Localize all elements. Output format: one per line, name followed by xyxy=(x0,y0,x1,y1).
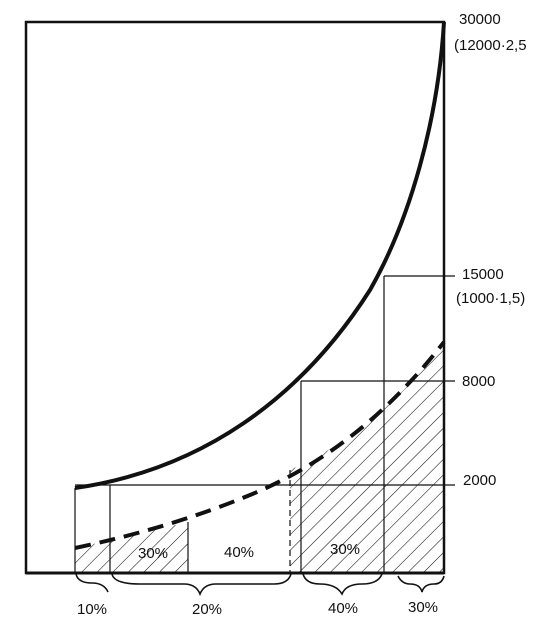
inner-label-40: 40% xyxy=(224,544,254,561)
label-2000: 2000 xyxy=(463,472,496,489)
label-30000-note: (12000·2,5 xyxy=(454,37,527,54)
brace-30 xyxy=(397,575,445,593)
label-30000: 30000 xyxy=(459,11,501,28)
inner-label-30-right: 30% xyxy=(330,541,360,558)
bottom-label-30: 30% xyxy=(408,599,438,616)
label-8000: 8000 xyxy=(462,373,495,390)
hatched-area-high xyxy=(290,342,444,573)
bottom-label-40: 40% xyxy=(328,600,358,617)
hatched-area-low xyxy=(75,522,188,573)
dashed-curve xyxy=(74,340,446,550)
main-curve xyxy=(74,21,446,490)
label-15000-note: (1000·1,5) xyxy=(456,290,525,307)
bottom-label-10: 10% xyxy=(77,601,107,618)
brace-40 xyxy=(302,573,383,596)
inner-label-30-left: 30% xyxy=(138,545,168,562)
bottom-label-20: 20% xyxy=(192,601,222,618)
label-15000: 15000 xyxy=(462,266,504,283)
brace-10 xyxy=(75,573,109,593)
brace-20 xyxy=(111,573,292,597)
